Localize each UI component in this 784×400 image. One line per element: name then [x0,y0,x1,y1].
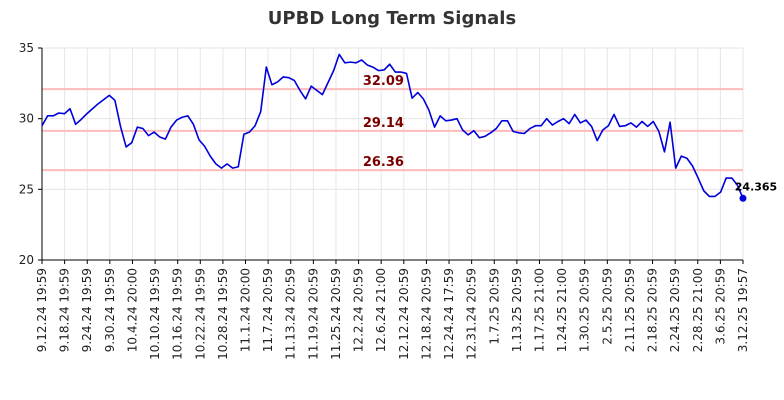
x-tick-label: 2.18.25 20:59 [646,268,660,352]
last-point-marker [739,194,747,202]
x-tick-label: 10.22.24 19:59 [193,268,207,360]
last-point-label: 24.365 [735,180,777,193]
x-tick-label: 10.28.24 19:59 [216,268,230,360]
x-tick-label: 12.24.24 17:59 [442,268,456,360]
x-tick-label: 12.6.24 21:00 [374,268,388,352]
x-tick-label: 10.16.24 19:59 [171,268,185,360]
x-tick-label: 9.30.24 19:59 [103,268,117,352]
x-tick-label: 11.19.24 20:59 [306,268,320,360]
x-tick-label: 3.6.25 20:59 [713,268,727,345]
signal-line-label: 32.09 [363,74,404,89]
price-line [41,53,744,199]
x-tick-label: 12.2.24 20:59 [352,268,366,352]
x-tick-label: 11.13.24 20:59 [284,268,298,360]
y-tick-label: 25 [19,182,34,196]
signal-line-label: 29.14 [363,116,404,131]
x-tick-label: 1.30.25 20:59 [578,268,592,352]
x-tick-label: 10.4.24 20:00 [125,268,139,352]
x-tick-label: 1.13.25 20:59 [510,268,524,352]
x-tick-label: 9.12.24 19:59 [35,268,49,352]
x-tick-label: 2.5.25 20:59 [600,268,614,345]
x-tick-label: 11.25.24 20:59 [329,268,343,360]
y-tick-label: 20 [19,253,34,267]
x-tick-label: 2.24.25 20:59 [668,268,682,352]
y-tick-label: 30 [19,112,34,126]
x-tick-label: 12.31.24 20:59 [465,268,479,360]
x-tick-label: 1.7.25 20:59 [487,268,501,345]
chart-title: UPBD Long Term Signals [267,8,517,29]
signal-line-label: 26.36 [363,155,404,170]
x-tick-label: 2.11.25 20:59 [623,268,637,352]
x-tick-label: 10.10.24 19:59 [148,268,162,360]
x-tick-label: 3.12.25 19:57 [736,268,750,352]
x-tick-label: 1.17.25 21:00 [532,268,546,352]
x-tick-label: 9.24.24 19:59 [80,268,94,352]
x-tick-label: 9.18.24 19:59 [58,268,72,352]
x-tick-label: 2.28.25 21:00 [691,268,705,352]
x-tick-label: 12.12.24 20:59 [397,268,411,360]
x-tick-label: 1.24.25 21:00 [555,268,569,352]
x-tick-label: 12.18.24 20:59 [419,268,433,360]
x-tick-label: 11.1.24 20:00 [239,268,253,352]
y-tick-label: 35 [19,41,34,55]
x-tick-label: 11.7.24 20:59 [261,268,275,352]
